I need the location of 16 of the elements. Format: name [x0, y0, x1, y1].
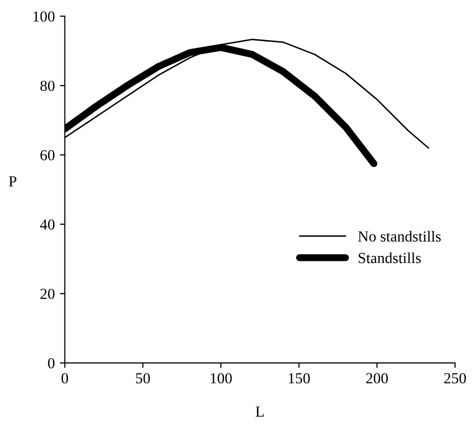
x-tick-label: 150 [288, 373, 310, 384]
y-tick-label: 80 [40, 80, 54, 92]
y-tick-label: 0 [48, 358, 54, 368]
y-tick-label: 60 [40, 150, 54, 160]
x-axis-title: L [256, 406, 264, 417]
x-tick-label: 100 [210, 373, 232, 384]
x-tick-label: 200 [366, 373, 388, 384]
y-tick-label: 100 [34, 11, 54, 22]
y-tick-label: 40 [40, 219, 54, 230]
y-tick-label: 20 [40, 288, 54, 300]
x-tick-label: 0 [62, 373, 68, 384]
x-tick-label: 250 [444, 373, 466, 384]
legend-label: Standstills [358, 252, 421, 264]
y-axis-title: P [8, 176, 16, 186]
x-tick-label: 50 [136, 373, 150, 384]
legend-label: No standstills [358, 230, 441, 242]
